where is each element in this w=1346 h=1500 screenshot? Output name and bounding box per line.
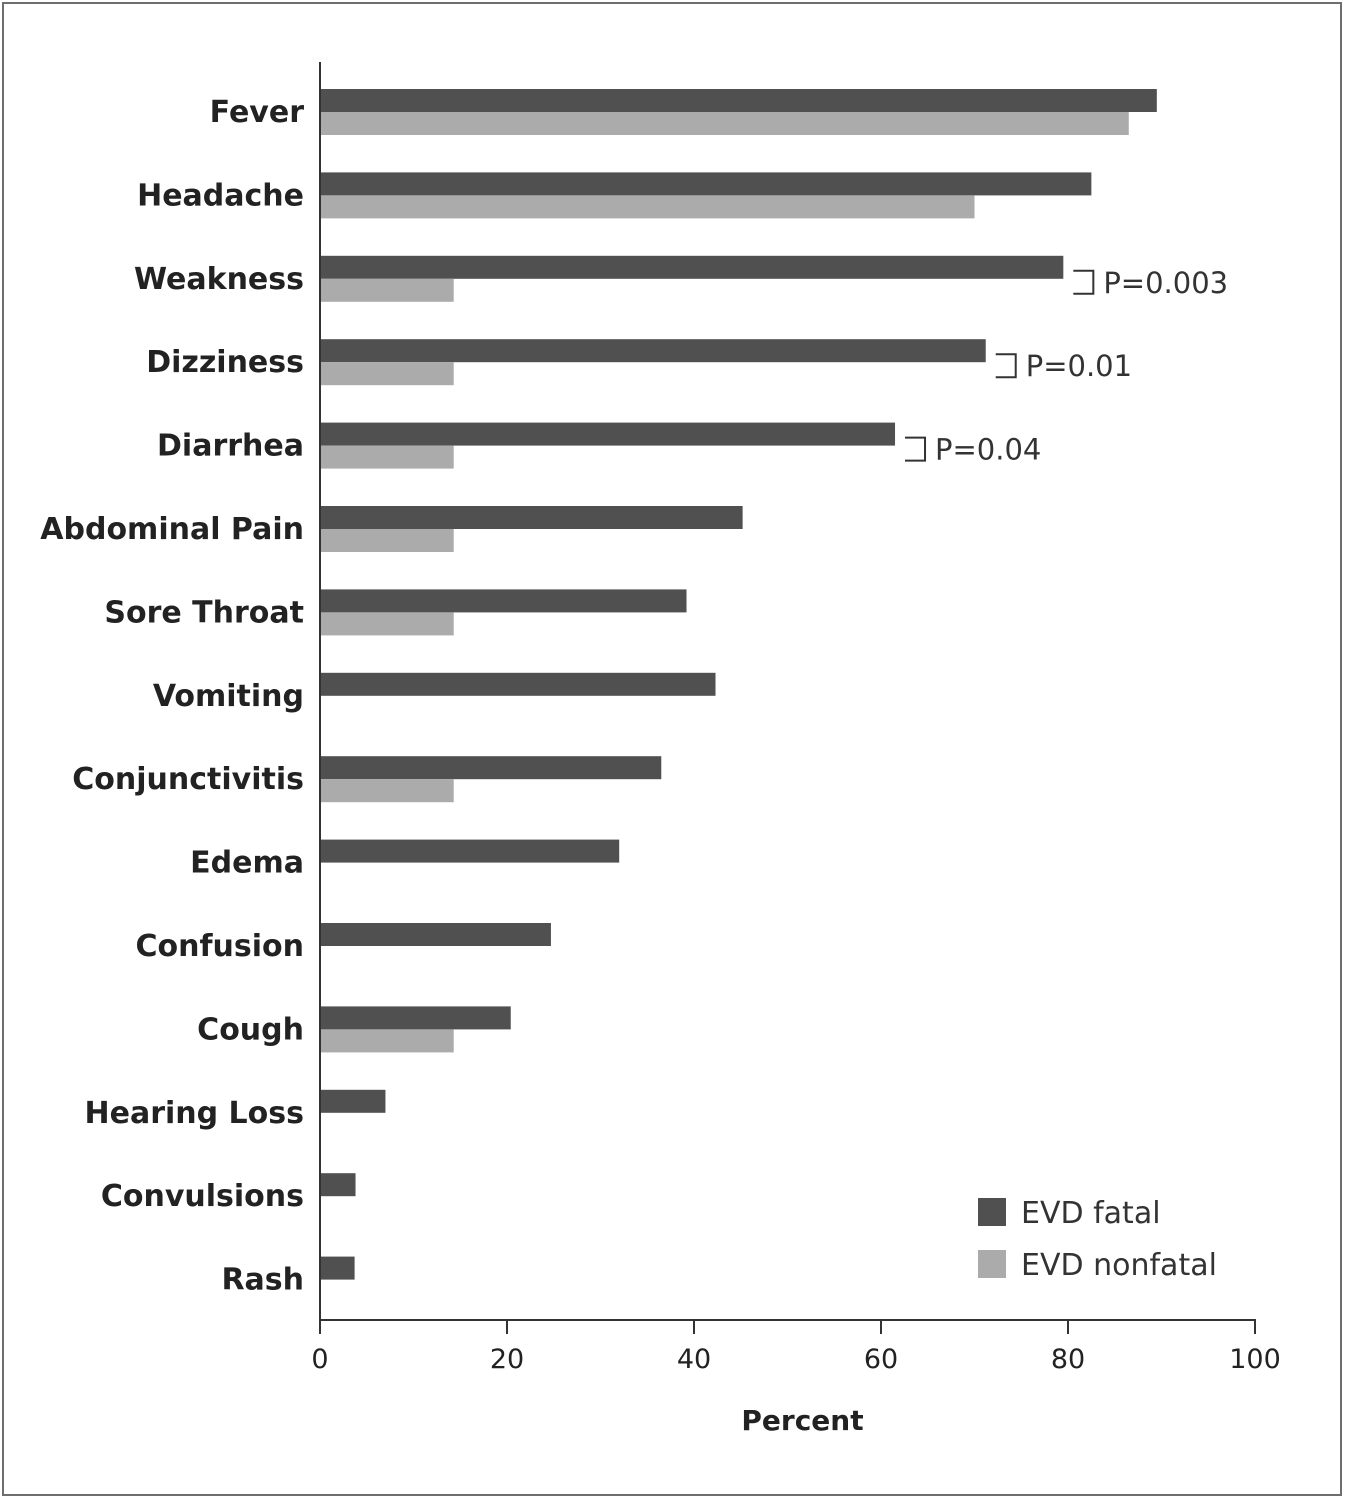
bar-nonfatal-fever bbox=[320, 112, 1129, 135]
bar-fatal-diarrhea bbox=[320, 422, 896, 446]
bar-fatal-dizziness bbox=[320, 339, 986, 363]
bar-fatal-weakness bbox=[320, 255, 1064, 279]
category-label-cough: Cough bbox=[197, 1012, 304, 1047]
legend-swatch-nonfatal bbox=[978, 1250, 1006, 1278]
annotation-label-diarrhea: P=0.04 bbox=[935, 433, 1041, 467]
bar-nonfatal-weakness bbox=[320, 278, 454, 302]
x-tick-label-100: 100 bbox=[1229, 1344, 1281, 1375]
x-axis-title: Percent bbox=[741, 1404, 863, 1437]
category-label-conjunctivitis: Conjunctivitis bbox=[72, 762, 304, 797]
category-label-weakness: Weakness bbox=[134, 262, 304, 297]
x-tick-label-40: 40 bbox=[677, 1344, 711, 1375]
annotations: P=0.003 P=0.01 P=0.04 bbox=[905, 266, 1228, 467]
category-label-fever: Fever bbox=[210, 95, 305, 130]
bar-fatal-sore-throat bbox=[320, 589, 687, 613]
category-label-rash: Rash bbox=[221, 1263, 304, 1298]
bar-fatal-vomiting bbox=[320, 672, 716, 696]
legend: EVD fatal EVD nonfatal bbox=[978, 1196, 1217, 1283]
legend-label-fatal: EVD fatal bbox=[1021, 1196, 1161, 1231]
legend-swatch-fatal bbox=[978, 1198, 1006, 1226]
legend-label-nonfatal: EVD nonfatal bbox=[1021, 1248, 1217, 1283]
bar-fatal-headache bbox=[320, 172, 1092, 196]
category-label-edema: Edema bbox=[190, 846, 304, 881]
category-label-headache: Headache bbox=[137, 178, 304, 213]
category-label-sore-throat: Sore Throat bbox=[104, 595, 304, 630]
bar-nonfatal-abdominal-pain bbox=[320, 529, 454, 552]
category-label-confusion: Confusion bbox=[135, 929, 304, 964]
annotation-bracket-diarrhea bbox=[905, 436, 927, 462]
x-ticks: 0 20 40 60 80 100 bbox=[311, 1320, 1281, 1375]
bar-fatal-conjunctivitis bbox=[320, 756, 662, 780]
bar-nonfatal-conjunctivitis bbox=[320, 779, 454, 803]
bar-nonfatal-headache bbox=[320, 195, 975, 219]
bar-fatal-edema bbox=[320, 839, 620, 863]
bar-fatal-convulsions bbox=[320, 1173, 356, 1197]
bar-nonfatal-cough bbox=[320, 1029, 454, 1053]
category-label-abdominal-pain: Abdominal Pain bbox=[40, 512, 304, 547]
bar-fatal-hearing-loss bbox=[320, 1089, 386, 1113]
annotation-bracket-weakness bbox=[1073, 269, 1095, 295]
bar-nonfatal-dizziness bbox=[320, 362, 454, 386]
x-tick-label-0: 0 bbox=[311, 1344, 328, 1375]
bar-fatal-fever bbox=[320, 89, 1157, 112]
x-tick-label-60: 60 bbox=[864, 1344, 898, 1375]
category-label-hearing-loss: Hearing Loss bbox=[85, 1096, 305, 1131]
bar-fatal-confusion bbox=[320, 923, 551, 946]
annotation-label-weakness: P=0.003 bbox=[1103, 266, 1228, 300]
annotation-bracket-dizziness bbox=[995, 353, 1017, 379]
category-label-convulsions: Convulsions bbox=[101, 1179, 304, 1214]
bar-fatal-rash bbox=[320, 1256, 355, 1280]
category-label-vomiting: Vomiting bbox=[153, 679, 304, 714]
bar-nonfatal-diarrhea bbox=[320, 445, 454, 469]
category-label-dizziness: Dizziness bbox=[146, 345, 304, 380]
bar-fatal-abdominal-pain bbox=[320, 506, 743, 529]
x-tick-label-80: 80 bbox=[1051, 1344, 1085, 1375]
bar-nonfatal-sore-throat bbox=[320, 612, 454, 636]
bars-group bbox=[320, 89, 1157, 1280]
category-label-diarrhea: Diarrhea bbox=[157, 429, 304, 464]
category-labels: Fever Headache Weakness Dizziness Diarrhea Ab… bbox=[40, 95, 304, 1298]
annotation-label-dizziness: P=0.01 bbox=[1026, 349, 1132, 383]
x-tick-label-20: 20 bbox=[490, 1344, 524, 1375]
bar-fatal-cough bbox=[320, 1006, 511, 1030]
